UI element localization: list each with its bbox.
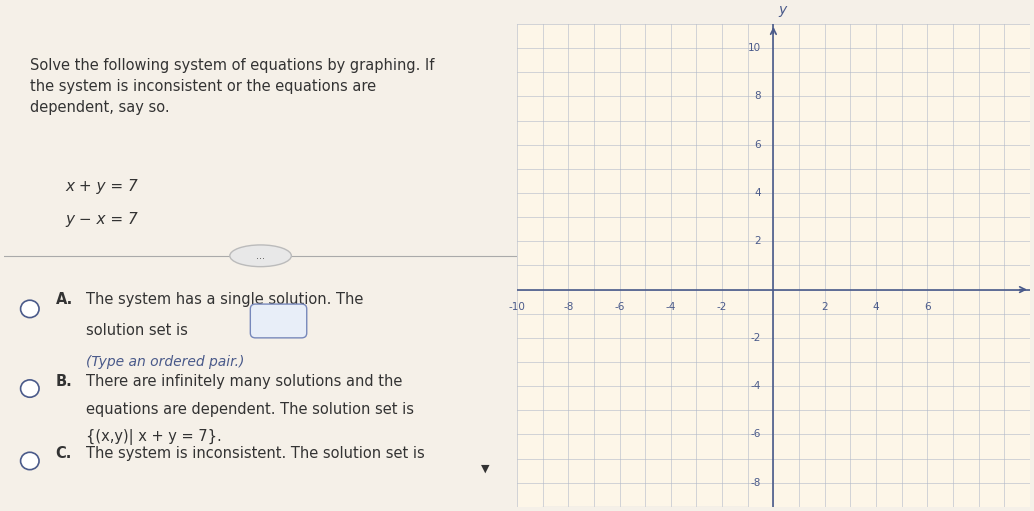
FancyBboxPatch shape xyxy=(250,304,307,338)
Text: 10: 10 xyxy=(748,43,761,53)
Text: -10: -10 xyxy=(509,301,525,312)
Text: 2: 2 xyxy=(821,301,828,312)
Text: 6: 6 xyxy=(754,140,761,150)
Text: 4: 4 xyxy=(873,301,879,312)
Text: -2: -2 xyxy=(751,333,761,343)
Text: y − x = 7: y − x = 7 xyxy=(66,213,139,227)
Text: -6: -6 xyxy=(614,301,625,312)
Text: y: y xyxy=(779,3,787,17)
Text: 8: 8 xyxy=(754,91,761,102)
Text: 4: 4 xyxy=(754,188,761,198)
Text: {(x,y)| x + y = 7}.: {(x,y)| x + y = 7}. xyxy=(86,429,222,445)
Circle shape xyxy=(21,380,39,397)
Text: -6: -6 xyxy=(751,429,761,439)
Circle shape xyxy=(21,452,39,470)
Text: C.: C. xyxy=(56,447,71,461)
Ellipse shape xyxy=(230,245,292,267)
Text: x + y = 7: x + y = 7 xyxy=(66,178,139,194)
Text: -8: -8 xyxy=(564,301,574,312)
Circle shape xyxy=(21,300,39,318)
Text: The system has a single solution. The: The system has a single solution. The xyxy=(86,292,364,307)
FancyBboxPatch shape xyxy=(540,507,751,511)
Text: -4: -4 xyxy=(751,381,761,391)
Text: B.: B. xyxy=(56,374,72,389)
Text: ▼: ▼ xyxy=(481,463,490,473)
Text: Solve the following system of equations by graphing. If
the system is inconsiste: Solve the following system of equations … xyxy=(30,58,434,115)
Text: -2: -2 xyxy=(717,301,727,312)
Text: 2: 2 xyxy=(754,236,761,246)
Text: ...: ... xyxy=(256,251,265,261)
Text: A.: A. xyxy=(56,292,72,307)
Text: -8: -8 xyxy=(751,478,761,487)
Text: There are infinitely many solutions and the: There are infinitely many solutions and … xyxy=(86,374,402,389)
Text: solution set is: solution set is xyxy=(86,323,192,338)
Text: (Type an ordered pair.): (Type an ordered pair.) xyxy=(86,355,245,369)
Text: -4: -4 xyxy=(666,301,676,312)
Text: The system is inconsistent. The solution set is: The system is inconsistent. The solution… xyxy=(86,447,425,461)
Text: equations are dependent. The solution set is: equations are dependent. The solution se… xyxy=(86,402,415,416)
Text: 6: 6 xyxy=(924,301,931,312)
